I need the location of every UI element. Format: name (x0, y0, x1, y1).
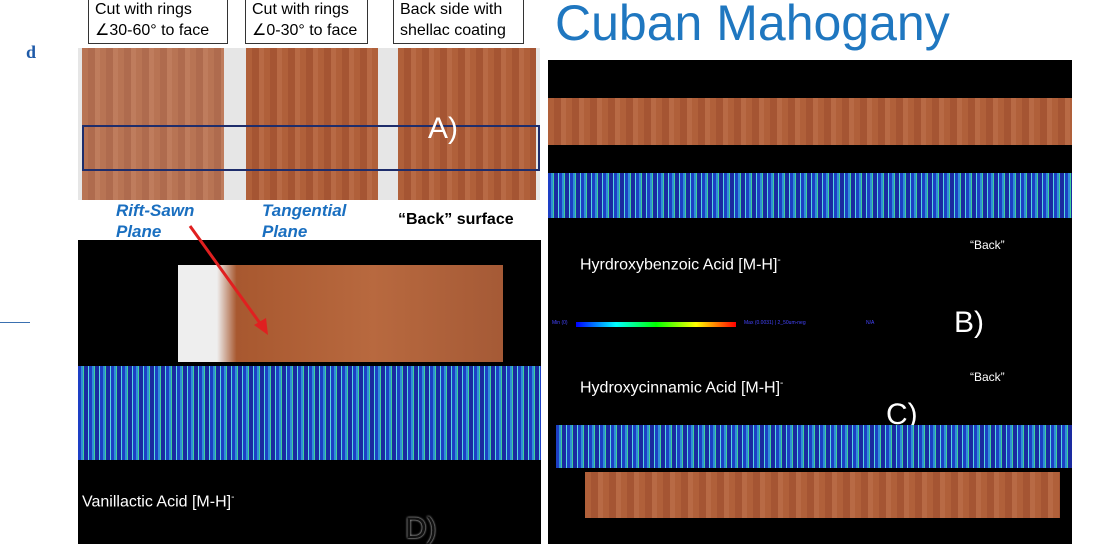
plane-label: Plane (262, 221, 307, 242)
colorbar-min: Min (0) (552, 320, 568, 326)
note-line: ∠30-60° to face (95, 20, 227, 41)
back-label: “Back” (970, 370, 1005, 384)
compound-name: Vanillactic Acid [M-H] (82, 493, 231, 510)
title: Cuban Mahogany (555, 0, 950, 52)
left-fragment: d (26, 42, 36, 63)
plane-label: Plane (116, 221, 161, 242)
left-rule (0, 322, 30, 323)
wood-sample (246, 48, 378, 200)
colorbar-na: N/A (866, 320, 874, 326)
back-surface: “Back” surface (398, 211, 514, 229)
plane-label: Tangential (262, 200, 346, 221)
charge: - (780, 378, 783, 389)
compound-name: Hydroxycinnamic Acid [M-H] (580, 379, 780, 396)
note-line: ∠0-30° to face (252, 20, 367, 41)
highlight-rect (82, 125, 540, 171)
charge: - (777, 255, 780, 266)
colorbar-max: Max (0.0031) | 2_50um-neg (744, 320, 806, 326)
panel-bc: Hyrdroxybenzoic Acid [M-H]- “Back” Min (… (548, 60, 1072, 544)
note-line: Cut with rings (252, 0, 367, 20)
panel-d: Vanillactic Acid [M-H]- D) (78, 240, 541, 544)
compound-label: Hydroxycinnamic Acid [M-H]- (580, 378, 783, 397)
slide: d A) Cut with rings∠30-60° to face Cut w… (0, 0, 1099, 544)
charge: - (231, 492, 234, 503)
spectral-map (556, 425, 1072, 468)
spectral-map (548, 173, 1072, 218)
wood-image (585, 472, 1060, 518)
panel-label: D) (405, 512, 437, 546)
wood-sample (398, 48, 536, 200)
note-box: Cut with rings∠30-60° to face (88, 0, 228, 44)
spectral-map (78, 366, 541, 460)
wood-image (178, 265, 503, 362)
colorbar (576, 322, 736, 327)
note-line: Back side with (400, 0, 523, 20)
plane-label: Rift-Sawn (116, 200, 194, 221)
compound-name: Hyrdroxybenzoic Acid [M-H] (580, 256, 777, 273)
panel-label: B) (954, 306, 984, 340)
back-label: “Back” (970, 238, 1005, 252)
note-line: shellac coating (400, 20, 523, 41)
wood-image (548, 98, 1072, 145)
note-box: Cut with rings∠0-30° to face (245, 0, 368, 44)
wood-sample (82, 48, 224, 200)
note-line: Cut with rings (95, 0, 227, 20)
photo: A) (78, 48, 540, 200)
compound-label: Vanillactic Acid [M-H]- (82, 492, 234, 511)
panel-label: A) (428, 112, 458, 146)
compound-label: Hyrdroxybenzoic Acid [M-H]- (580, 255, 781, 274)
